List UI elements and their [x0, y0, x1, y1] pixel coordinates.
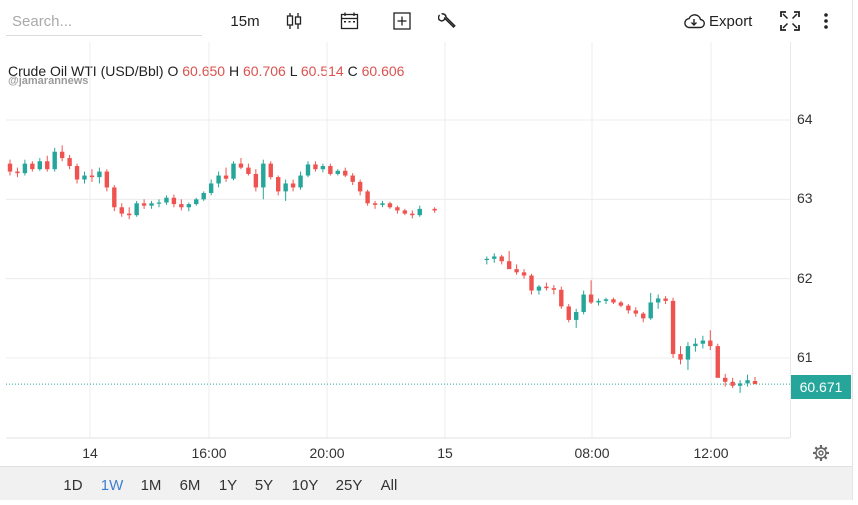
price-tick-label: 61 — [797, 349, 813, 365]
range-25y[interactable]: 25Y — [335, 477, 363, 494]
price-axis-border — [790, 42, 791, 438]
export-button[interactable]: Export — [683, 8, 757, 34]
symbol-name: Crude Oil WTI (USD/Bbl) — [8, 63, 164, 79]
candle-type-button[interactable] — [283, 8, 305, 34]
range-1d[interactable]: 1D — [63, 477, 83, 494]
low-label: L — [289, 63, 297, 79]
range-5y[interactable]: 5Y — [254, 477, 274, 494]
range-10y[interactable]: 10Y — [291, 477, 319, 494]
ohlc-legend: Crude Oil WTI (USD/Bbl) O 60.650 H 60.70… — [8, 63, 404, 79]
toolbar: 15m Export — [0, 0, 852, 42]
time-tick-label: 16:00 — [191, 445, 227, 461]
high-label: H — [228, 63, 240, 79]
export-label: Export — [709, 12, 753, 30]
interval-label: 15m — [230, 12, 260, 30]
range-1y[interactable]: 1Y — [218, 477, 238, 494]
high-value: 60.706 — [242, 63, 286, 79]
watermark: @jamarannews — [8, 75, 89, 87]
calendar-button[interactable] — [338, 8, 360, 34]
time-tick-label: 15 — [437, 445, 453, 461]
fullscreen-button[interactable] — [779, 8, 801, 34]
more-vertical-icon — [823, 12, 829, 30]
open-label: O — [167, 63, 179, 79]
candlestick-icon — [285, 12, 303, 30]
calendar-icon — [340, 12, 359, 30]
search-input[interactable] — [6, 8, 202, 36]
gear-icon — [811, 445, 831, 467]
cloud-download-icon — [683, 13, 705, 29]
range-6m[interactable]: 6M — [179, 477, 201, 494]
time-tick-label: 14 — [82, 445, 98, 461]
more-options-button[interactable] — [816, 8, 836, 34]
price-tick-label: 62 — [797, 270, 813, 286]
close-label: C — [347, 63, 358, 79]
range-bar: 1D 1W 1M 6M 1Y 5Y 10Y 25Y All — [0, 466, 852, 500]
current-price-tag: 60.671 — [791, 375, 851, 399]
price-tick-label: 63 — [797, 190, 813, 206]
close-value: 60.606 — [361, 63, 405, 79]
settings-tool-button[interactable] — [436, 8, 458, 34]
range-1w[interactable]: 1W — [100, 477, 124, 494]
time-tick-label: 12:00 — [693, 445, 729, 461]
chart-settings-button[interactable] — [811, 443, 831, 463]
fullscreen-icon — [780, 11, 800, 31]
interval-selector[interactable]: 15m — [225, 8, 265, 34]
add-indicator-button[interactable] — [391, 8, 413, 34]
wrench-icon — [438, 12, 456, 30]
price-tick-label: 64 — [797, 111, 813, 127]
time-tick-label: 20:00 — [309, 445, 345, 461]
time-tick-label: 08:00 — [574, 445, 610, 461]
range-1m[interactable]: 1M — [140, 477, 162, 494]
open-value: 60.650 — [182, 63, 226, 79]
range-all[interactable]: All — [380, 477, 398, 494]
low-value: 60.514 — [300, 63, 344, 79]
plus-square-icon — [393, 12, 411, 30]
